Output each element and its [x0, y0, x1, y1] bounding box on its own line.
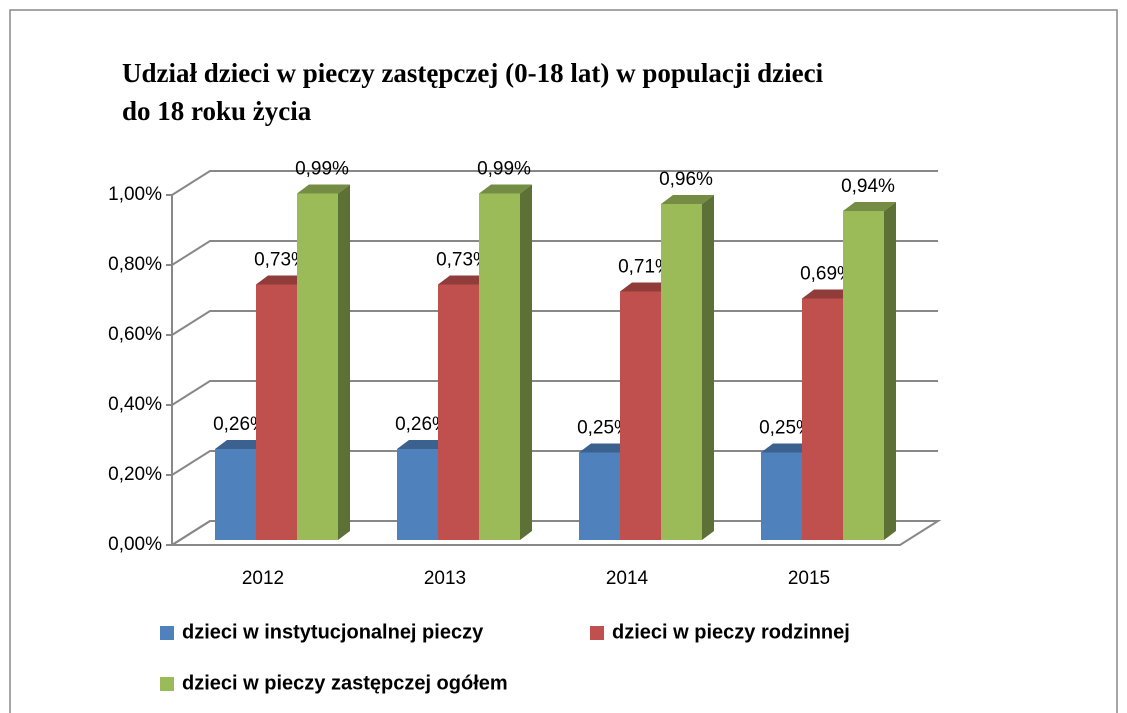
chart-title: Udział dzieci w pieczy zastępczej (0-18 …: [122, 58, 824, 88]
bar-top: [297, 184, 350, 194]
value-label: 0,96%: [659, 169, 713, 190]
value-label: 0,26%: [213, 414, 267, 435]
y-tick-label: 0,00%: [108, 534, 162, 555]
bar: [661, 204, 702, 540]
y-tick-label: 0,20%: [108, 464, 162, 485]
value-label: 0,73%: [254, 250, 308, 271]
x-tick-label: 2015: [788, 568, 830, 589]
x-tick-label: 2012: [242, 568, 284, 589]
bar-top: [579, 443, 632, 453]
bar: [761, 452, 802, 540]
bar-side: [338, 184, 350, 540]
chart-title: do 18 roku życia: [122, 96, 312, 126]
bar: [479, 193, 520, 540]
bar: [297, 193, 338, 540]
bar-top: [761, 443, 814, 453]
bar-top: [438, 275, 491, 285]
y-tick-label: 0,80%: [108, 254, 162, 275]
legend-label: dzieci w pieczy zastępczej ogółem: [182, 672, 508, 694]
bar: [256, 284, 297, 540]
legend-swatch: [160, 626, 174, 640]
bar: [843, 211, 884, 540]
x-tick-label: 2013: [424, 568, 466, 589]
value-label: 0,25%: [577, 418, 631, 439]
y-tick-label: 0,60%: [108, 324, 162, 345]
bar: [438, 284, 479, 540]
bar: [215, 449, 256, 540]
bar-top: [215, 440, 268, 449]
bar-top: [397, 440, 450, 449]
bar-top: [256, 275, 309, 285]
value-label: 0,25%: [759, 418, 813, 439]
value-label: 0,73%: [436, 250, 490, 271]
legend-label: dzieci w pieczy rodzinnej: [612, 621, 850, 643]
bar: [579, 452, 620, 540]
bar-top: [802, 289, 855, 299]
x-tick-label: 2014: [606, 568, 649, 589]
bar-top: [843, 202, 896, 211]
bar: [802, 298, 843, 540]
legend-swatch: [160, 677, 174, 691]
legend-swatch: [590, 626, 604, 640]
value-label: 0,26%: [395, 414, 449, 435]
bar-top: [620, 282, 673, 292]
chart-border: [9, 9, 1118, 713]
bar-side: [520, 184, 532, 540]
value-label: 0,69%: [800, 264, 854, 285]
bar-top: [661, 195, 714, 204]
grid-line: [171, 170, 938, 196]
y-tick-label: 0,40%: [108, 394, 162, 415]
bar-side: [884, 202, 896, 540]
value-label: 0,71%: [618, 257, 672, 278]
bar: [397, 449, 438, 540]
legend-label: dzieci w instytucjonalnej pieczy: [182, 621, 484, 643]
value-label: 0,99%: [477, 159, 531, 180]
bar: [620, 291, 661, 540]
bar-side: [702, 195, 714, 540]
bar-top: [479, 184, 532, 194]
y-tick-label: 1,00%: [108, 184, 162, 205]
value-label: 0,94%: [841, 176, 895, 197]
value-label: 0,99%: [295, 159, 349, 180]
